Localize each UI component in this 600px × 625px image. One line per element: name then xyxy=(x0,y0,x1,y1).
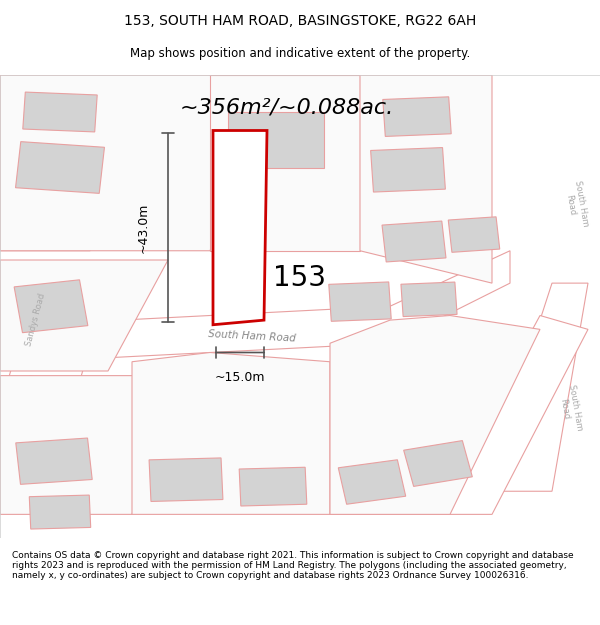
Text: 153, SOUTH HAM ROAD, BASINGSTOKE, RG22 6AH: 153, SOUTH HAM ROAD, BASINGSTOKE, RG22 6… xyxy=(124,14,476,28)
Polygon shape xyxy=(330,316,588,514)
Text: ~43.0m: ~43.0m xyxy=(137,202,150,252)
Polygon shape xyxy=(0,283,108,408)
Text: South Ham
Road: South Ham Road xyxy=(562,180,590,229)
Text: Map shows position and indicative extent of the property.: Map shows position and indicative extent… xyxy=(130,48,470,61)
Bar xyxy=(16,438,92,484)
Text: ~15.0m: ~15.0m xyxy=(215,371,265,384)
Polygon shape xyxy=(330,316,540,514)
Polygon shape xyxy=(0,376,132,491)
Polygon shape xyxy=(0,75,252,251)
Bar xyxy=(338,460,406,504)
Bar xyxy=(371,148,445,192)
Polygon shape xyxy=(492,283,588,491)
Bar xyxy=(404,441,472,486)
Bar xyxy=(382,221,446,262)
Polygon shape xyxy=(30,251,510,362)
Polygon shape xyxy=(0,260,168,371)
Text: South Ham Road: South Ham Road xyxy=(208,329,296,344)
Bar xyxy=(239,468,307,506)
Polygon shape xyxy=(0,168,132,251)
Polygon shape xyxy=(132,352,330,514)
Bar xyxy=(16,142,104,193)
Bar xyxy=(23,92,97,132)
Bar xyxy=(29,495,91,529)
Text: Contains OS data © Crown copyright and database right 2021. This information is : Contains OS data © Crown copyright and d… xyxy=(12,551,574,581)
Text: Sandys Road: Sandys Road xyxy=(25,292,47,348)
Polygon shape xyxy=(213,131,267,325)
Text: South Ham
Road: South Ham Road xyxy=(556,383,584,432)
Bar xyxy=(383,97,451,136)
Text: ~356m²/~0.088ac.: ~356m²/~0.088ac. xyxy=(180,98,394,118)
Polygon shape xyxy=(0,376,168,514)
Bar xyxy=(228,112,324,168)
Polygon shape xyxy=(360,75,492,283)
Bar xyxy=(329,282,391,321)
Bar xyxy=(149,458,223,501)
Polygon shape xyxy=(210,75,360,251)
Bar xyxy=(448,217,500,252)
Bar xyxy=(401,282,457,317)
Bar xyxy=(14,280,88,332)
Text: 153: 153 xyxy=(274,264,326,292)
